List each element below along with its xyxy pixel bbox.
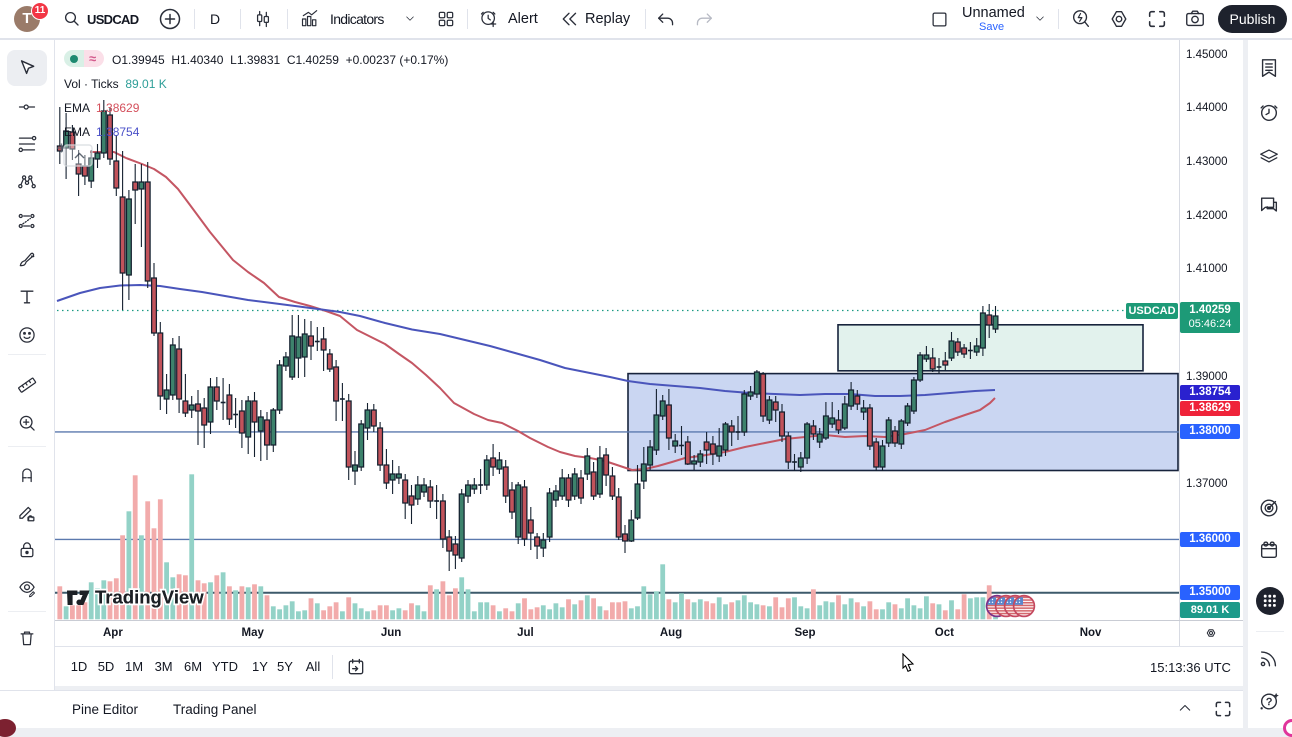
svg-text:TradingView: TradingView [95,587,204,608]
svg-text:?: ? [1266,696,1272,708]
svg-text:TradingView: TradingView [95,587,204,608]
